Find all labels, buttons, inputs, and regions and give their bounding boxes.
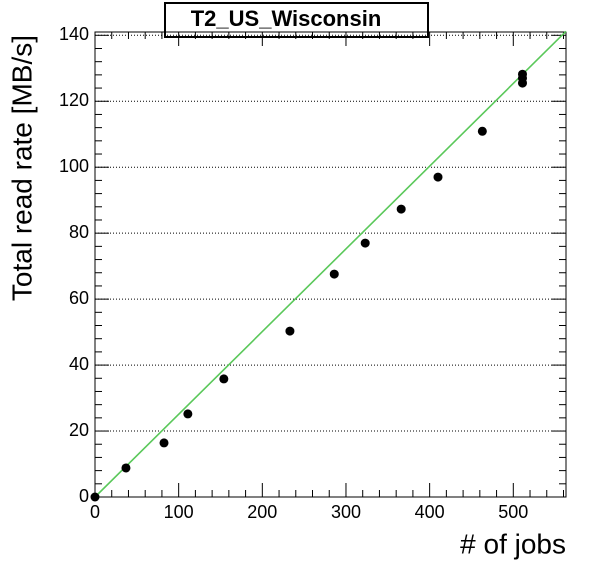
data-point [183,409,193,419]
data-point [517,78,527,88]
y-axis-label: Total read rate [MB/s] [6,35,37,301]
data-point [159,438,169,448]
data-point [360,238,370,248]
title-box [164,2,429,38]
x-tick-label: 300 [331,502,361,522]
chart-title: T2_US_Wisconsin [191,6,382,31]
x-tick-label: 500 [498,502,528,522]
x-tick-label: 400 [415,502,445,522]
y-tick-label: 100 [59,156,89,176]
data-point [477,126,487,136]
x-tick-label: 200 [247,502,277,522]
fit-line [94,30,567,498]
data-point [121,463,131,473]
x-tick-label: 100 [164,502,194,522]
y-tick-label: 0 [79,486,89,506]
data-point [396,204,406,214]
y-tick-label: 20 [69,420,89,440]
data-point [329,269,339,279]
y-tick-label: 140 [59,24,89,44]
x-axis-label: # of jobs [460,528,566,559]
data-point [219,374,229,384]
x-tick-label: 0 [90,502,100,522]
plot-frame [94,31,567,498]
y-tick-label: 120 [59,90,89,110]
data-point [285,326,295,336]
y-tick-label: 40 [69,354,89,374]
y-tick-label: 80 [69,222,89,242]
y-tick-label: 60 [69,288,89,308]
data-point [433,172,443,182]
data-point [90,492,100,502]
